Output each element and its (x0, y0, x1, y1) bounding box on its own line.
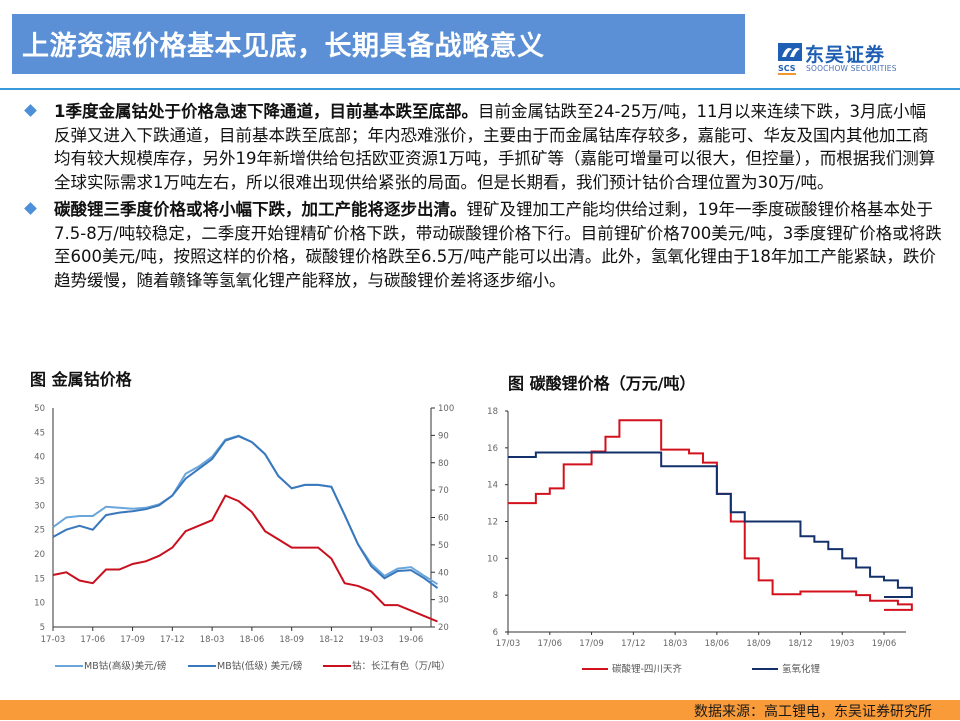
page-title: 上游资源价格基本见底，长期具备战略意义 (22, 31, 545, 62)
svg-text:50: 50 (438, 541, 449, 551)
svg-text:90: 90 (438, 431, 449, 441)
legend-item: 碳酸锂-四川天齐 (582, 663, 682, 675)
svg-text:18/03: 18/03 (663, 639, 688, 649)
lithium-price-chart: 6 8 10 12 14 16 18 17/03 17/06 17/09 17/12 18/03 18/… (487, 407, 913, 675)
diamond-bullet-icon (24, 104, 37, 117)
svg-text:100: 100 (438, 404, 454, 414)
title-bar: 上游资源价格基本见底，长期具备战略意义 (12, 14, 745, 74)
svg-text:17-09: 17-09 (120, 635, 145, 645)
logo-abbreviation: SCS (778, 64, 796, 75)
bullet-body: 目前金属钴跌至24-25万/吨，11月以来连续下跌，3月底小幅反弹又进入下跌通道… (54, 102, 936, 192)
svg-text:14: 14 (487, 481, 498, 491)
svg-text:18/12: 18/12 (788, 639, 813, 649)
logo-english-name: SOOCHOW SECURITIES (806, 64, 897, 73)
svg-text:17-06: 17-06 (80, 635, 105, 645)
svg-text:18/06: 18/06 (705, 639, 730, 649)
svg-text:10: 10 (34, 599, 45, 609)
lithium-chart-axes: 6 8 10 12 14 16 18 17/03 17/06 17/09 17/12 18/03 18/… (487, 407, 906, 649)
svg-text:30: 30 (438, 596, 449, 606)
bullet-lithium: 碳酸锂三季度价格或将小幅下跌，加工产能将逐步出清。锂矿及锂加工产能均供给过剩，1… (22, 198, 942, 292)
data-source: 数据来源：高工锂电，东吴证券研究所 (694, 704, 932, 720)
svg-text:17/12: 17/12 (621, 639, 646, 649)
legend-item: MB钴(低级) 美元/磅 (188, 660, 302, 672)
bullet-cobalt: 1季度金属钴处于价格急速下降通道，目前基本跌至底部。目前金属钴跌至24-25万/… (22, 100, 942, 194)
series-line (52, 494, 438, 623)
header-divider (0, 88, 960, 90)
logo-swirl-icon (778, 43, 802, 61)
svg-text:MB钴(高级)美元/磅: MB钴(高级)美元/磅 (84, 660, 166, 672)
svg-text:35: 35 (34, 477, 45, 487)
svg-text:15: 15 (34, 574, 45, 584)
svg-text:16: 16 (487, 444, 498, 454)
figure-title-lithium: 图 碳酸锂价格（万元/吨） (508, 374, 696, 393)
company-logo: 东吴证券 SCS SOOCHOW SECURITIES (778, 40, 918, 80)
cobalt-price-chart: 5 10 15 20 25 30 35 40 45 50 20 30 40 50 60 70 80 90 100 17… (34, 404, 454, 672)
svg-text:80: 80 (438, 459, 449, 469)
svg-text:18-12: 18-12 (319, 635, 344, 645)
bullet-lead: 碳酸锂三季度价格或将小幅下跌，加工产能将逐步出清。 (54, 200, 467, 219)
svg-text:18-09: 18-09 (279, 635, 304, 645)
svg-text:25: 25 (34, 526, 45, 536)
svg-text:19/06: 19/06 (872, 639, 897, 649)
svg-text:MB钴(低级) 美元/磅: MB钴(低级) 美元/磅 (217, 660, 302, 672)
series-line (508, 419, 913, 611)
svg-text:70: 70 (438, 486, 449, 496)
logo-chinese-name: 东吴证券 (805, 44, 886, 66)
svg-text:20: 20 (34, 550, 45, 560)
svg-text:40: 40 (34, 453, 45, 463)
svg-text:6: 6 (493, 628, 498, 638)
bullet-body: 锂矿及锂加工产能均供给过剩，19年一季度碳酸锂价格基本处于7.5-8万/吨较稳定… (54, 200, 942, 290)
legend-item: MB钴(高级)美元/磅 (55, 660, 166, 672)
svg-text:20: 20 (438, 623, 449, 633)
legend-item: 氢氧化锂 (752, 663, 821, 675)
svg-text:氢氧化锂: 氢氧化锂 (782, 663, 821, 675)
svg-text:19-06: 19-06 (399, 635, 424, 645)
svg-text:18/09: 18/09 (746, 639, 771, 649)
svg-text:60: 60 (438, 514, 449, 524)
svg-text:40: 40 (438, 568, 449, 578)
svg-text:5: 5 (40, 623, 45, 633)
bullet-lead: 1季度金属钴处于价格急速下降通道，目前基本跌至底部。 (54, 102, 478, 121)
cobalt-chart-axes: 5 10 15 20 25 30 35 40 45 50 20 30 40 50 60 70 80 90 100 17… (34, 404, 454, 645)
series-line (52, 435, 439, 589)
footer-bar: 数据来源：高工锂电，东吴证券研究所 (0, 700, 960, 720)
svg-text:17-12: 17-12 (160, 635, 185, 645)
bullet-list: 1季度金属钴处于价格急速下降通道，目前基本跌至底部。目前金属钴跌至24-25万/… (22, 100, 942, 296)
svg-text:30: 30 (34, 501, 45, 511)
svg-text:18-03: 18-03 (200, 635, 225, 645)
svg-text:17/06: 17/06 (538, 639, 563, 649)
svg-text:碳酸锂-四川天齐: 碳酸锂-四川天齐 (612, 663, 682, 675)
svg-text:50: 50 (34, 404, 45, 414)
svg-text:17/09: 17/09 (579, 639, 604, 649)
figure-title-cobalt: 图 金属钴价格 (30, 370, 132, 389)
diamond-bullet-icon (24, 202, 37, 215)
svg-text:18-06: 18-06 (240, 635, 265, 645)
svg-text:18: 18 (487, 407, 498, 417)
svg-text:17/03: 17/03 (496, 639, 521, 649)
svg-text:19/03: 19/03 (830, 639, 855, 649)
series-line (508, 451, 913, 599)
svg-text:8: 8 (493, 591, 498, 601)
svg-text:钴：长江有色（万/吨）: 钴：长江有色（万/吨） (352, 660, 450, 672)
svg-text:19-03: 19-03 (359, 635, 384, 645)
svg-text:10: 10 (487, 554, 498, 564)
series-line (52, 434, 439, 586)
svg-text:45: 45 (34, 428, 45, 438)
svg-text:17-03: 17-03 (41, 635, 66, 645)
svg-text:12: 12 (487, 518, 498, 528)
legend-item: 钴：长江有色（万/吨） (323, 660, 450, 672)
